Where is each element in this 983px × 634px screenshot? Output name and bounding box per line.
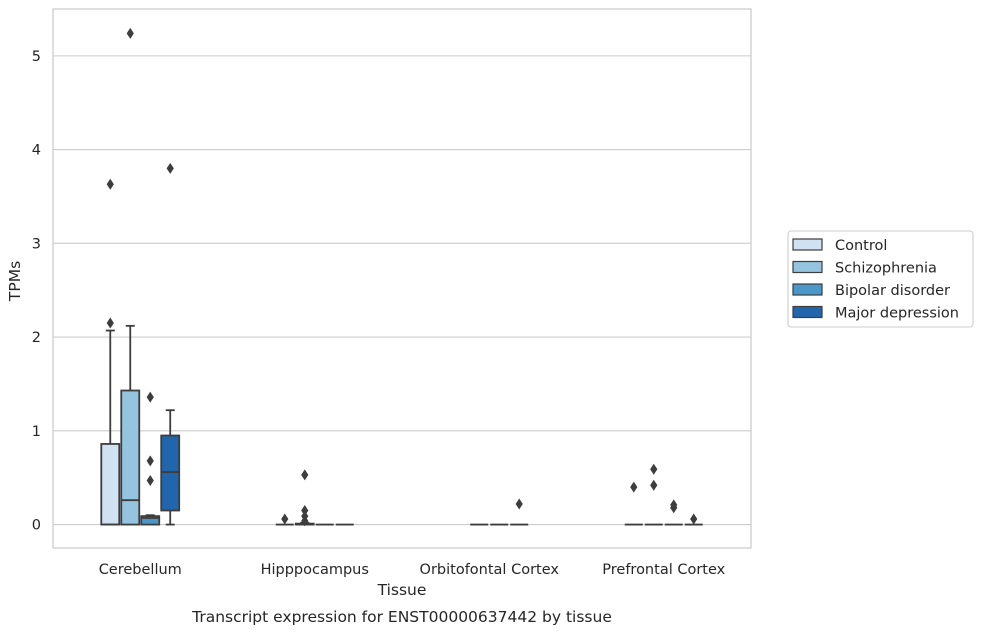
- legend-item-0: Control: [792, 238, 887, 254]
- outlier-point-0: [690, 513, 698, 525]
- legend-item-3: Major depression: [792, 305, 959, 322]
- x-tick-label-1: Hipppocampus: [261, 562, 369, 578]
- y-tick-label-4: 4: [32, 143, 41, 159]
- y-tick-label-1: 1: [32, 424, 41, 440]
- box-body: [160, 434, 181, 512]
- box-body: [140, 515, 161, 526]
- series-bipolar-disorder: [140, 391, 683, 526]
- figure-caption: Transcript expression for ENST0000063744…: [191, 608, 612, 626]
- y-tick-label-0: 0: [32, 518, 41, 534]
- y-axis-ticks: 0 1 2 3 4 5: [32, 49, 41, 534]
- legend-swatch: [792, 238, 823, 251]
- y-tick-label-3: 3: [32, 236, 41, 252]
- legend-frame: [787, 230, 974, 328]
- outlier-point-2: [146, 391, 154, 403]
- outlier-point-0: [106, 317, 114, 329]
- box-3-2: [510, 498, 529, 526]
- legend-label: Schizophrenia: [835, 261, 937, 277]
- outlier-point-2: [301, 505, 309, 517]
- outlier-point-1: [106, 178, 114, 190]
- outlier-point-0: [166, 162, 174, 174]
- box-2-0: [140, 391, 161, 526]
- box-0-0: [100, 178, 121, 526]
- x-axis-ticks: Cerebellum Hipppocampus Orbitofontal Corte…: [99, 562, 726, 578]
- legend-item-1: Schizophrenia: [792, 260, 937, 277]
- outlier-point-0: [630, 481, 638, 493]
- legend-swatch: [792, 260, 823, 274]
- legend-item-2: Bipolar disorder: [792, 283, 950, 299]
- legend-label: Major depression: [835, 306, 959, 322]
- outlier-point-1: [670, 499, 678, 511]
- legend: Control Schizophrenia Bipolar disorder Majo…: [787, 230, 974, 328]
- series-major-depression: [160, 162, 703, 526]
- box-0-3: [624, 481, 643, 526]
- box-1-0: [120, 27, 141, 526]
- series-schizophrenia: [120, 27, 663, 527]
- legend-label: Control: [835, 238, 887, 254]
- plot-border: [52, 8, 752, 549]
- outlier-point-1: [301, 510, 309, 522]
- box-body: [100, 443, 121, 526]
- y-axis-label: TPMs: [6, 261, 24, 302]
- legend-label: Bipolar disorder: [835, 283, 950, 299]
- box-2-3: [664, 499, 683, 526]
- outlier-point-0: [515, 498, 523, 510]
- x-tick-label-2: Orbitofontal Cortex: [420, 562, 560, 578]
- plot-area: [53, 9, 751, 548]
- y-tick-label-5: 5: [32, 49, 41, 65]
- legend-swatch: [792, 305, 823, 319]
- outlier-point-0: [281, 513, 289, 525]
- outlier-point-0: [126, 27, 134, 39]
- outlier-point-0: [146, 475, 154, 487]
- legend-swatch: [792, 283, 823, 296]
- outlier-point-3: [301, 469, 309, 481]
- box-3-0: [160, 162, 181, 526]
- grid-lines: [52, 8, 752, 549]
- box-series: [100, 27, 703, 527]
- box-1-1: [294, 469, 315, 527]
- box-3-3: [684, 513, 703, 526]
- box-body: [120, 389, 141, 526]
- x-tick-label-0: Cerebellum: [99, 562, 182, 578]
- box-0-1: [275, 513, 294, 526]
- series-control: [100, 178, 643, 526]
- box-1-3: [644, 463, 663, 526]
- x-tick-label-3: Prefrontal Cortex: [602, 562, 725, 578]
- outlier-point-0: [650, 479, 658, 491]
- y-tick-label-2: 2: [32, 330, 41, 346]
- outlier-point-1: [650, 463, 658, 475]
- outlier-point-1: [146, 455, 154, 467]
- x-axis-label: Tissue: [377, 581, 427, 599]
